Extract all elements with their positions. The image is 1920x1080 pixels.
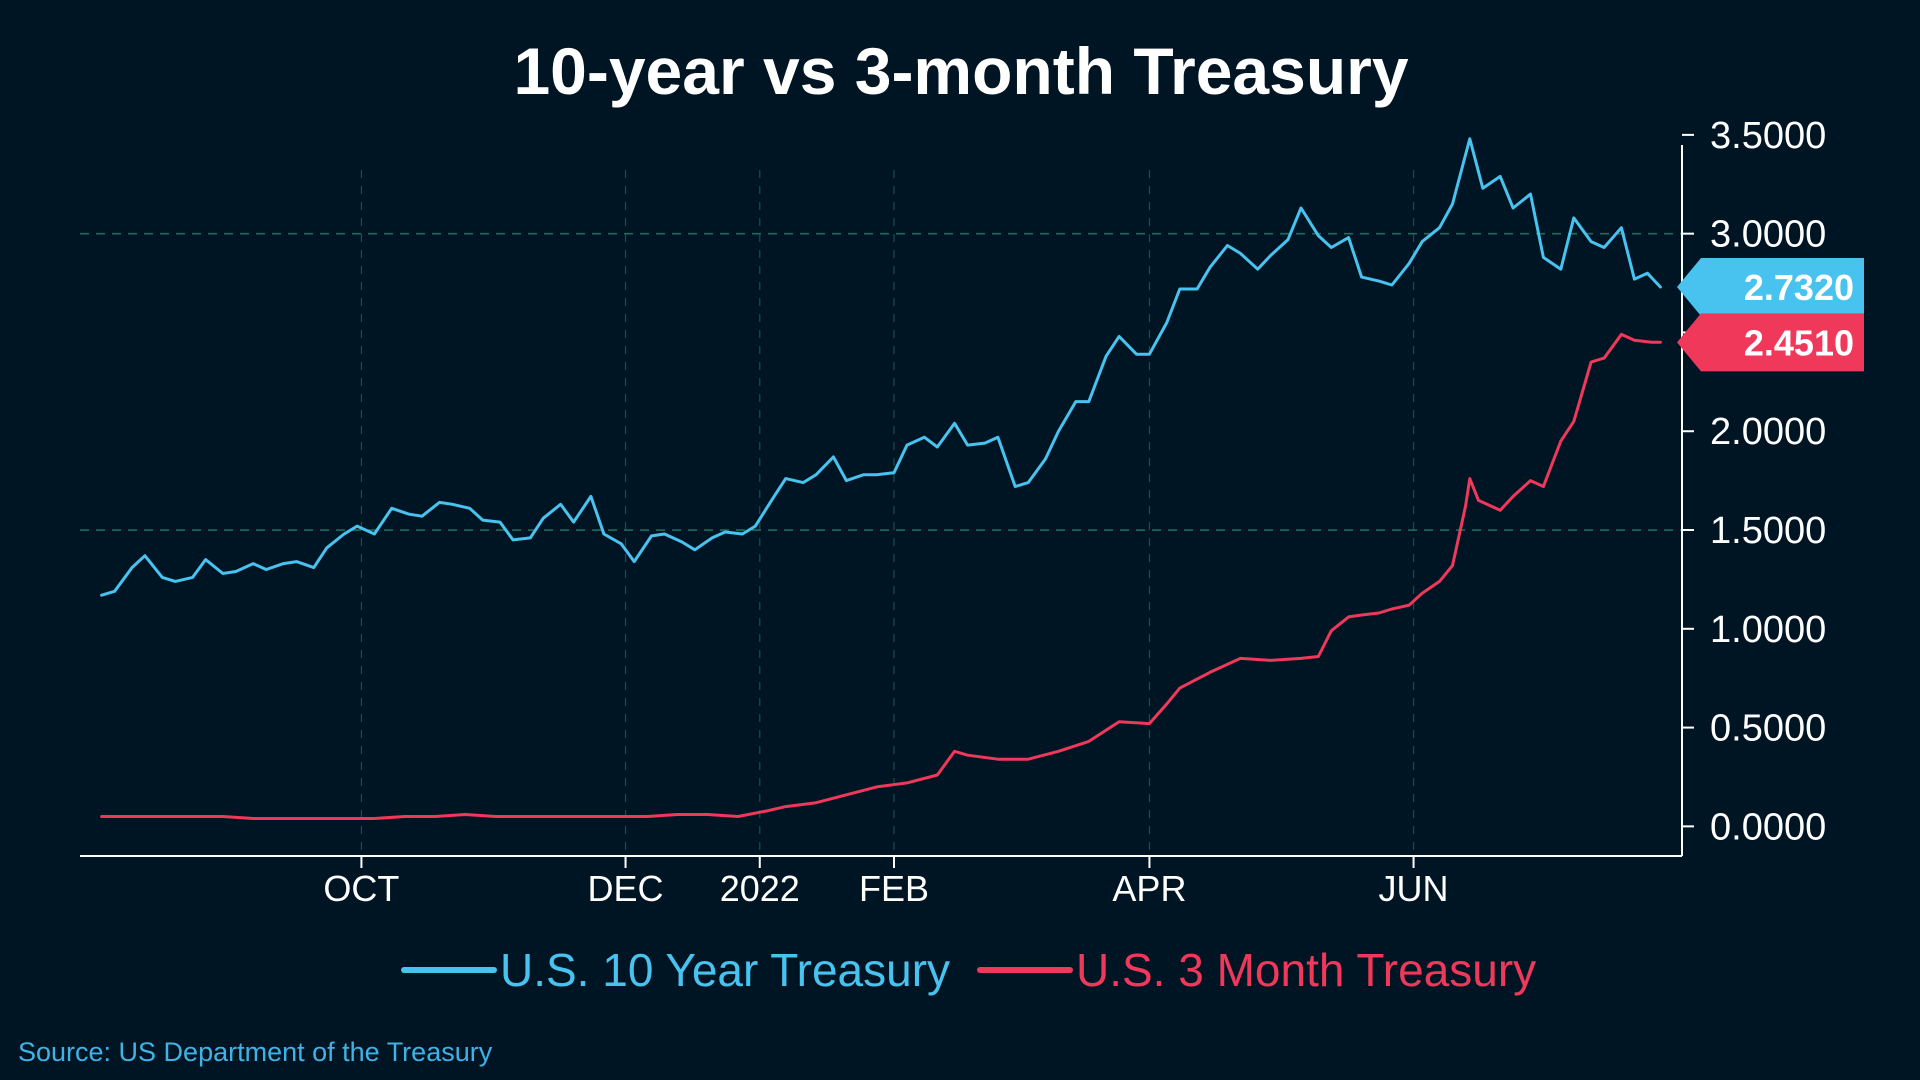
chart-title: 10-year vs 3-month Treasury	[513, 34, 1408, 108]
x-tick-label: 2022	[720, 868, 800, 909]
legend: U.S. 10 Year Treasury U.S. 3 Month Treasu…	[401, 944, 1536, 996]
grid-layer	[80, 170, 1682, 856]
value-label-layer: 2.7320 2.4510	[1677, 258, 1864, 372]
y-tick-label: 1.5000	[1710, 510, 1826, 552]
y-tick-label: 3.5000	[1710, 115, 1826, 157]
axis-layer: 0.00000.50001.00001.50002.00002.50003.00…	[80, 115, 1826, 909]
x-tick-label: OCT	[323, 868, 399, 909]
y-tick-label: 2.0000	[1710, 411, 1826, 453]
x-tick-label: DEC	[588, 868, 664, 909]
x-tick-label: APR	[1112, 868, 1186, 909]
x-tick-label: JUN	[1379, 868, 1449, 909]
y-tick-label: 1.0000	[1710, 609, 1826, 651]
ten-year-last-value-label: 2.7320	[1744, 267, 1854, 308]
x-tick-label: FEB	[859, 868, 929, 909]
three-month-treasury-line	[100, 332, 1662, 820]
source-note: Source: US Department of the Treasury	[18, 1037, 493, 1067]
y-tick-label: 0.0000	[1710, 806, 1826, 848]
series-layer	[100, 137, 1662, 820]
legend-label: U.S. 3 Month Treasury	[1076, 944, 1536, 996]
ten-year-treasury-line	[100, 137, 1662, 597]
y-tick-label: 3.0000	[1710, 214, 1826, 256]
three-month-last-value-label: 2.4510	[1744, 322, 1854, 363]
y-tick-label: 0.5000	[1710, 708, 1826, 750]
three-month-last-value-label-box	[1677, 313, 1864, 372]
ten-year-last-value-label-box	[1677, 258, 1864, 317]
legend-label: U.S. 10 Year Treasury	[500, 944, 950, 996]
